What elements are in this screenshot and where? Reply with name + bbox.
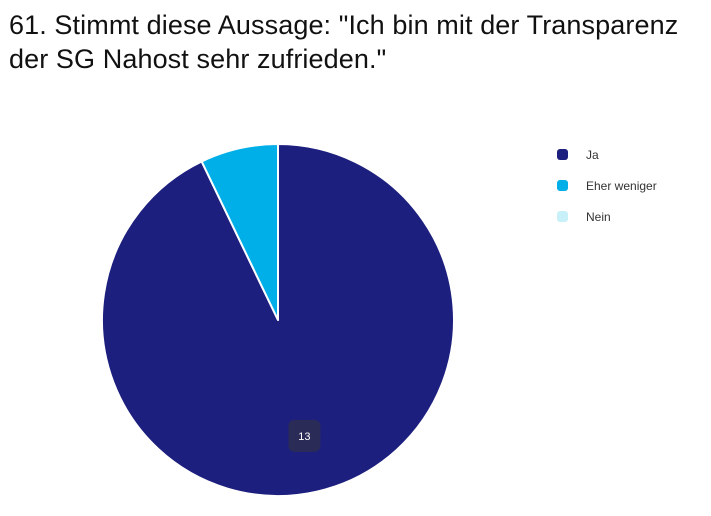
chart-title: 61. Stimmt diese Aussage: "Ich bin mit d… bbox=[9, 10, 679, 74]
pie-slices bbox=[101, 143, 455, 497]
data-label-ja: 13 bbox=[288, 419, 321, 452]
data-label-text: 13 bbox=[298, 431, 310, 443]
legend-swatch bbox=[557, 211, 568, 222]
legend-item-nein[interactable]: Nein bbox=[557, 201, 657, 232]
pie-data-labels: 13 bbox=[288, 419, 321, 452]
legend-swatch bbox=[557, 149, 568, 160]
data-label-box bbox=[288, 419, 321, 452]
legend-label: Nein bbox=[586, 209, 611, 224]
legend-item-ja[interactable]: Ja bbox=[557, 139, 657, 170]
legend-label: Eher weniger bbox=[586, 178, 657, 193]
legend-label: Ja bbox=[586, 147, 599, 162]
legend-swatch bbox=[557, 180, 568, 191]
legend: Ja Eher weniger Nein bbox=[557, 139, 657, 232]
legend-item-eher-weniger[interactable]: Eher weniger bbox=[557, 170, 657, 201]
pie-slice-eher-weniger[interactable] bbox=[200, 143, 279, 321]
